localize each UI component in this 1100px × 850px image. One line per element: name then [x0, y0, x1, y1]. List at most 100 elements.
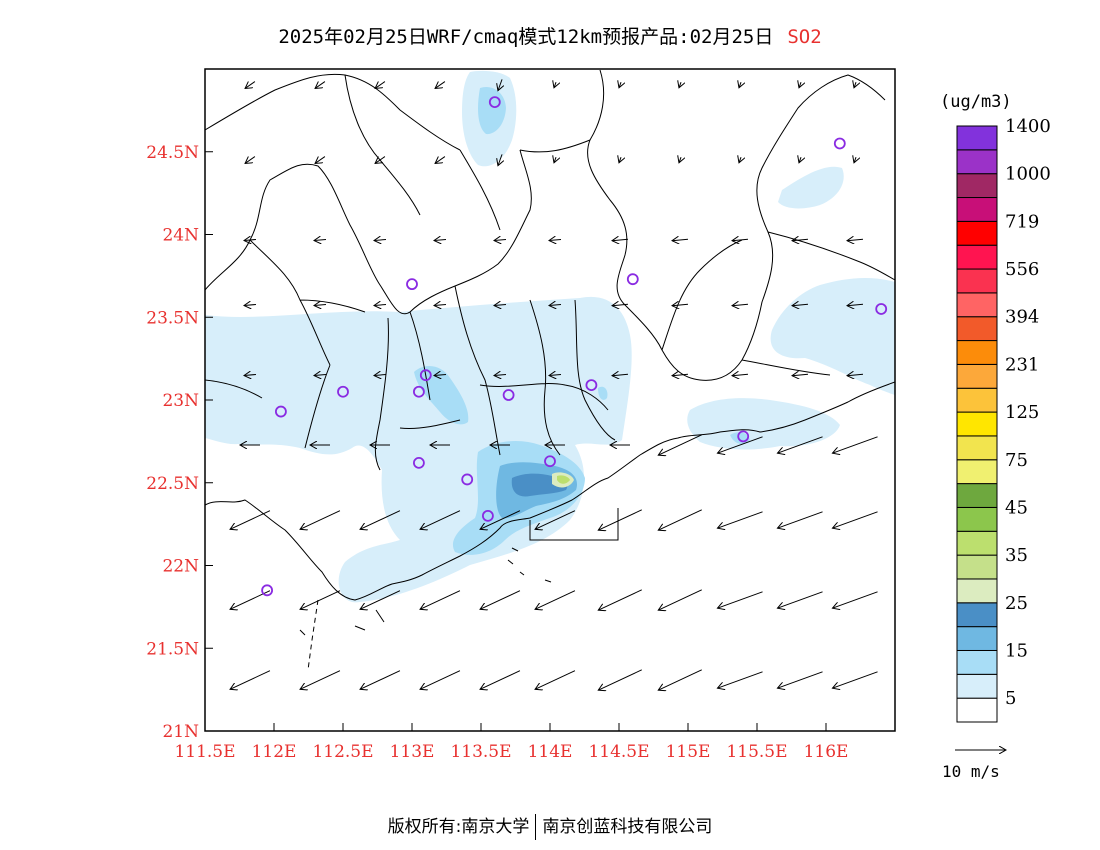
wind-vector: [732, 239, 749, 240]
wind-vector: [847, 239, 864, 240]
wind-vector: [300, 510, 341, 530]
station-marker: [412, 385, 425, 398]
wind-vector: [549, 304, 562, 305]
wind-vector: [374, 304, 387, 305]
so2-level-5-east: [770, 278, 895, 395]
wind-vector: [434, 239, 447, 240]
lon-tick-label: 114.5E: [588, 742, 649, 762]
station-marker: [419, 369, 432, 382]
colorbar-label: 719: [1005, 211, 1039, 232]
colorbar-label: 394: [1005, 307, 1039, 328]
wind-vector: [717, 671, 763, 688]
wind-vector: [360, 590, 401, 610]
lat-tick-label: 24.5N: [146, 143, 199, 163]
wind-vector: [792, 304, 809, 305]
colorbar-label: 1000: [1005, 164, 1051, 185]
wind-vector: [554, 157, 556, 163]
so2-level-5-region: [205, 296, 632, 603]
lon-tick-label: 115E: [666, 742, 711, 762]
so2-level-35-hotspot: [557, 475, 570, 484]
province-boundary-west: [205, 149, 532, 315]
coastline: [205, 381, 895, 601]
title-main: 2025年02月25日WRF/cmaq模式12km预报产品:02月25日: [278, 26, 774, 48]
maritime-boundary-dashed: [307, 599, 319, 671]
wind-vector: [245, 81, 256, 89]
station-marker: [875, 303, 888, 315]
so2-level-15-spot: [598, 386, 608, 400]
station-marker: [585, 379, 598, 392]
page-title: 2025年02月25日WRF/cmaq模式12km预报产品:02月25日 SO2: [0, 22, 1100, 49]
copyright-right: 南京创蓝科技有限公司: [542, 817, 713, 837]
colorbar-swatch: [956, 363, 998, 389]
copyright-footer: 版权所有:南京大学 南京创蓝科技有限公司: [0, 812, 1100, 840]
colorbar-swatch: [956, 506, 998, 532]
wind-vector: [420, 590, 461, 610]
station-marker: [626, 273, 639, 286]
colorbar-swatch: [956, 149, 998, 175]
station-marker: [412, 456, 425, 469]
colorbar-unit: (ug/m3): [940, 92, 1012, 112]
wind-vector: [230, 670, 271, 690]
wind-vector: [360, 670, 401, 690]
lat-tick-label: 23N: [162, 391, 199, 411]
wind-vector: [315, 81, 326, 89]
wind-vector: [498, 154, 502, 165]
concentration-field: [205, 70, 895, 603]
wind-vector: [854, 157, 856, 163]
colorbar-swatch: [956, 459, 998, 485]
wind-vector: [314, 239, 327, 240]
county-boundaries-central: [374, 285, 616, 471]
wind-vector: [658, 589, 702, 610]
lat-tick-label: 21N: [162, 722, 199, 742]
footer-separator: [535, 814, 537, 840]
wind-vector: [672, 374, 689, 375]
colorbar-swatch: [956, 411, 998, 437]
wind-vector: [739, 82, 741, 88]
wind-vector: [732, 304, 749, 305]
station-marker: [833, 137, 846, 150]
wind-vector: [434, 374, 447, 375]
colorbar-swatch: [956, 125, 998, 151]
wind-vector: [498, 79, 502, 90]
wind-vector: [658, 434, 702, 455]
wind-vector: [374, 239, 387, 240]
latitude-axis: 24.5N 24N 23.5N 23N 22.5N 22N 21.5N 21N: [146, 143, 213, 742]
colorbar-swatch: [956, 673, 998, 699]
wind-vector: [230, 510, 271, 530]
islands: [299, 547, 552, 636]
lon-tick-label: 111.5E: [174, 742, 235, 762]
colorbar-swatch: [956, 340, 998, 365]
colorbar-swatch: [956, 316, 998, 342]
lat-tick-label: 22.5N: [146, 474, 199, 494]
wind-vector: [420, 670, 461, 690]
station-marker: [544, 455, 556, 468]
wind-vector: [535, 510, 576, 530]
wind-vector: [494, 374, 507, 375]
wind-vector: [480, 510, 521, 530]
wind-vector: [480, 590, 521, 610]
station-marker: [461, 473, 474, 486]
wind-vector: [554, 82, 556, 88]
lat-tick-label: 23.5N: [146, 308, 199, 328]
copyright-left: 版权所有:南京大学: [387, 817, 530, 837]
wind-vector: [314, 304, 327, 305]
colorbar-swatch: [956, 649, 998, 675]
wind-vector: [374, 374, 387, 375]
wind-vector: [777, 436, 823, 453]
province-boundary-north: [205, 73, 461, 151]
station-marker: [274, 405, 287, 418]
wind-vector: [847, 374, 864, 375]
station-marker: [406, 278, 418, 291]
wind-vector: [777, 511, 823, 528]
wind-vector: [799, 157, 801, 163]
colorbar-swatch: [956, 292, 998, 318]
wind-vector: [480, 670, 521, 690]
wind-vector: [739, 157, 741, 163]
wind-vector: [832, 511, 878, 528]
wind-vector: [832, 436, 878, 453]
province-boundary-east: [587, 69, 886, 381]
wind-vector: [799, 82, 801, 88]
wind-vector: [375, 156, 386, 164]
station-marker: [261, 584, 274, 597]
wind-vector: [300, 670, 341, 690]
